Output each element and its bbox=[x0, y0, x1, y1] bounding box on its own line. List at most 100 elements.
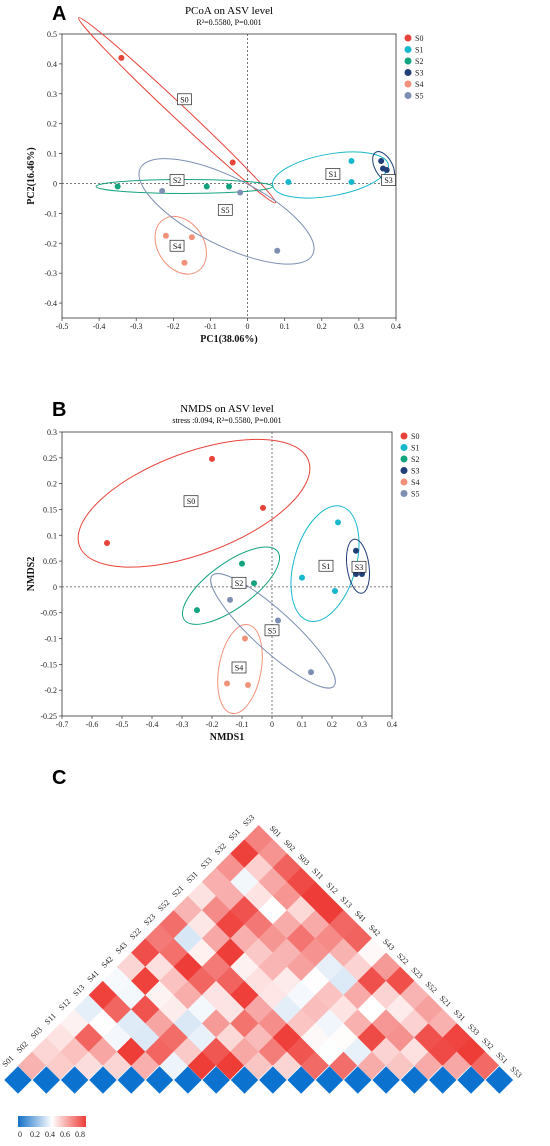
nmds-group-box-s2 bbox=[231, 576, 247, 589]
heatmap-left-label: S13 bbox=[71, 983, 86, 998]
heatmap-left-label: S32 bbox=[213, 841, 228, 856]
heatmap-cell bbox=[258, 952, 288, 982]
nmds-ytick-label: 0.1 bbox=[47, 531, 57, 540]
heatmap-cell bbox=[428, 1009, 458, 1038]
heatmap-cell bbox=[230, 924, 259, 953]
heatmap-cell bbox=[216, 1051, 245, 1081]
nmds-ellipse-s4 bbox=[217, 624, 263, 714]
colorbar-tick-label: 0 bbox=[18, 1130, 22, 1139]
nmds-x-axis-title: NMDS1 bbox=[210, 732, 244, 743]
nmds-xtick-label: 0.3 bbox=[357, 720, 367, 729]
pcoa-group-box-label: S5 bbox=[221, 206, 229, 215]
heatmap-cell bbox=[300, 881, 330, 911]
pcoa-xtick-label: 0 bbox=[246, 322, 250, 331]
similarity-heatmap: C S01S02S03S11S12S13S41S42S43S22S23S52S21… bbox=[0, 767, 523, 1139]
nmds-point-s2 bbox=[194, 607, 200, 614]
nmds-legend-label: S5 bbox=[411, 490, 419, 499]
pcoa-point-s1 bbox=[285, 178, 292, 185]
heatmap-left-label: S41 bbox=[85, 969, 100, 984]
heatmap-cell bbox=[258, 980, 288, 1010]
heatmap-diagonal-cell bbox=[484, 1065, 515, 1095]
nmds-xtick-label: -0.2 bbox=[206, 720, 219, 729]
pcoa-point-s1 bbox=[348, 178, 355, 185]
heatmap-cell bbox=[258, 924, 288, 953]
heatmap-left-label: S31 bbox=[185, 870, 200, 885]
pcoa-legend-label: S1 bbox=[415, 46, 423, 55]
nmds-point-s3 bbox=[353, 547, 359, 554]
nmds-group-box-label: S2 bbox=[235, 579, 243, 588]
nmds-group-box-s3 bbox=[351, 560, 367, 573]
nmds-ytick-label: 0.05 bbox=[43, 557, 57, 566]
nmds-ytick-label: 0.3 bbox=[47, 428, 57, 437]
colorbar-tick-label: 0.2 bbox=[30, 1130, 40, 1139]
pcoa-group-box-s2 bbox=[169, 174, 185, 186]
heatmap-cell bbox=[187, 1051, 217, 1081]
heatmap-cell bbox=[258, 839, 288, 868]
pcoa-ytick-label: 0.3 bbox=[47, 90, 57, 99]
heatmap-cell bbox=[230, 952, 259, 982]
nmds-xtick-label: 0.1 bbox=[297, 720, 307, 729]
nmds-ytick-label: -0.2 bbox=[44, 686, 57, 695]
nmds-legend-marker bbox=[400, 467, 408, 474]
pcoa-legend-label: S0 bbox=[415, 34, 423, 43]
pcoa-point-s2 bbox=[203, 183, 210, 190]
nmds-legend-marker bbox=[400, 455, 408, 463]
heatmap-left-label: S11 bbox=[43, 1011, 58, 1026]
pcoa-ytick-label: -0.2 bbox=[44, 239, 57, 248]
pcoa-legend-marker bbox=[404, 69, 412, 76]
pcoa-point-s2 bbox=[114, 183, 121, 190]
heatmap-cell bbox=[329, 1051, 358, 1081]
heatmap-left-label: S52 bbox=[156, 898, 171, 913]
pcoa-xtick-label: -0.4 bbox=[93, 322, 106, 331]
nmds-ellipse-s5 bbox=[210, 573, 336, 689]
heatmap-cell bbox=[258, 1009, 288, 1038]
nmds-legend-label: S1 bbox=[411, 444, 419, 453]
pcoa-point-s0 bbox=[229, 159, 236, 166]
nmds-xtick-label: -0.6 bbox=[86, 720, 99, 729]
pcoa-group-box-s0 bbox=[177, 93, 192, 106]
pcoa-title: PCoA on ASV level bbox=[185, 5, 273, 17]
pcoa-xtick-label: 0.3 bbox=[354, 322, 364, 331]
nmds-point-s0 bbox=[209, 455, 215, 462]
pcoa-ytick-label: -0.1 bbox=[44, 209, 57, 218]
heatmap-cell bbox=[131, 1051, 160, 1081]
nmds-ytick-label: 0 bbox=[53, 583, 57, 592]
heatmap-cell bbox=[400, 980, 429, 1010]
nmds-legend-marker bbox=[400, 478, 408, 486]
heatmap-left-label: S22 bbox=[128, 926, 143, 941]
pcoa-point-s5 bbox=[159, 187, 166, 194]
nmds-point-s5 bbox=[308, 669, 314, 676]
pcoa-xtick-label: 0.2 bbox=[317, 322, 327, 331]
heatmap-panel-label: C bbox=[52, 767, 66, 789]
heatmap-cell bbox=[230, 839, 259, 868]
pcoa-xtick-label: -0.1 bbox=[204, 322, 217, 331]
pcoa-group-box-label: S3 bbox=[384, 176, 392, 185]
heatmap-cell bbox=[258, 895, 288, 925]
pcoa-ytick-label: 0 bbox=[53, 179, 57, 188]
heatmap-left-label: S33 bbox=[199, 855, 214, 870]
pcoa-ytick-label: 0.1 bbox=[47, 150, 57, 159]
pcoa-ytick-label: -0.3 bbox=[44, 269, 57, 278]
pcoa-xtick-label: -0.5 bbox=[56, 322, 69, 331]
nmds-xtick-label: 0.4 bbox=[387, 720, 397, 729]
nmds-legend-label: S2 bbox=[411, 455, 419, 464]
nmds-group-box-label: S0 bbox=[187, 497, 195, 506]
heatmap-left-label: S23 bbox=[142, 912, 157, 927]
nmds-xtick-label: 0 bbox=[270, 720, 274, 729]
colorbar bbox=[18, 1116, 86, 1127]
heatmap-left-label: S43 bbox=[114, 940, 129, 955]
nmds-ellipse-s0 bbox=[77, 438, 311, 568]
nmds-point-s4 bbox=[242, 635, 248, 642]
nmds-point-s0 bbox=[260, 504, 266, 511]
heatmap-left-label: S02 bbox=[15, 1040, 30, 1055]
nmds-group-box-label: S3 bbox=[355, 563, 363, 572]
colorbar-tick-label: 0.6 bbox=[60, 1130, 70, 1139]
nmds-point-s0 bbox=[104, 540, 110, 547]
nmds-point-s5 bbox=[227, 596, 233, 603]
nmds-ytick-label: -0.15 bbox=[40, 660, 57, 669]
heatmap-left-label: S21 bbox=[170, 884, 185, 899]
pcoa-legend-marker bbox=[404, 92, 412, 99]
nmds-group-box-label: S4 bbox=[235, 663, 243, 672]
nmds-point-s5 bbox=[275, 617, 281, 624]
